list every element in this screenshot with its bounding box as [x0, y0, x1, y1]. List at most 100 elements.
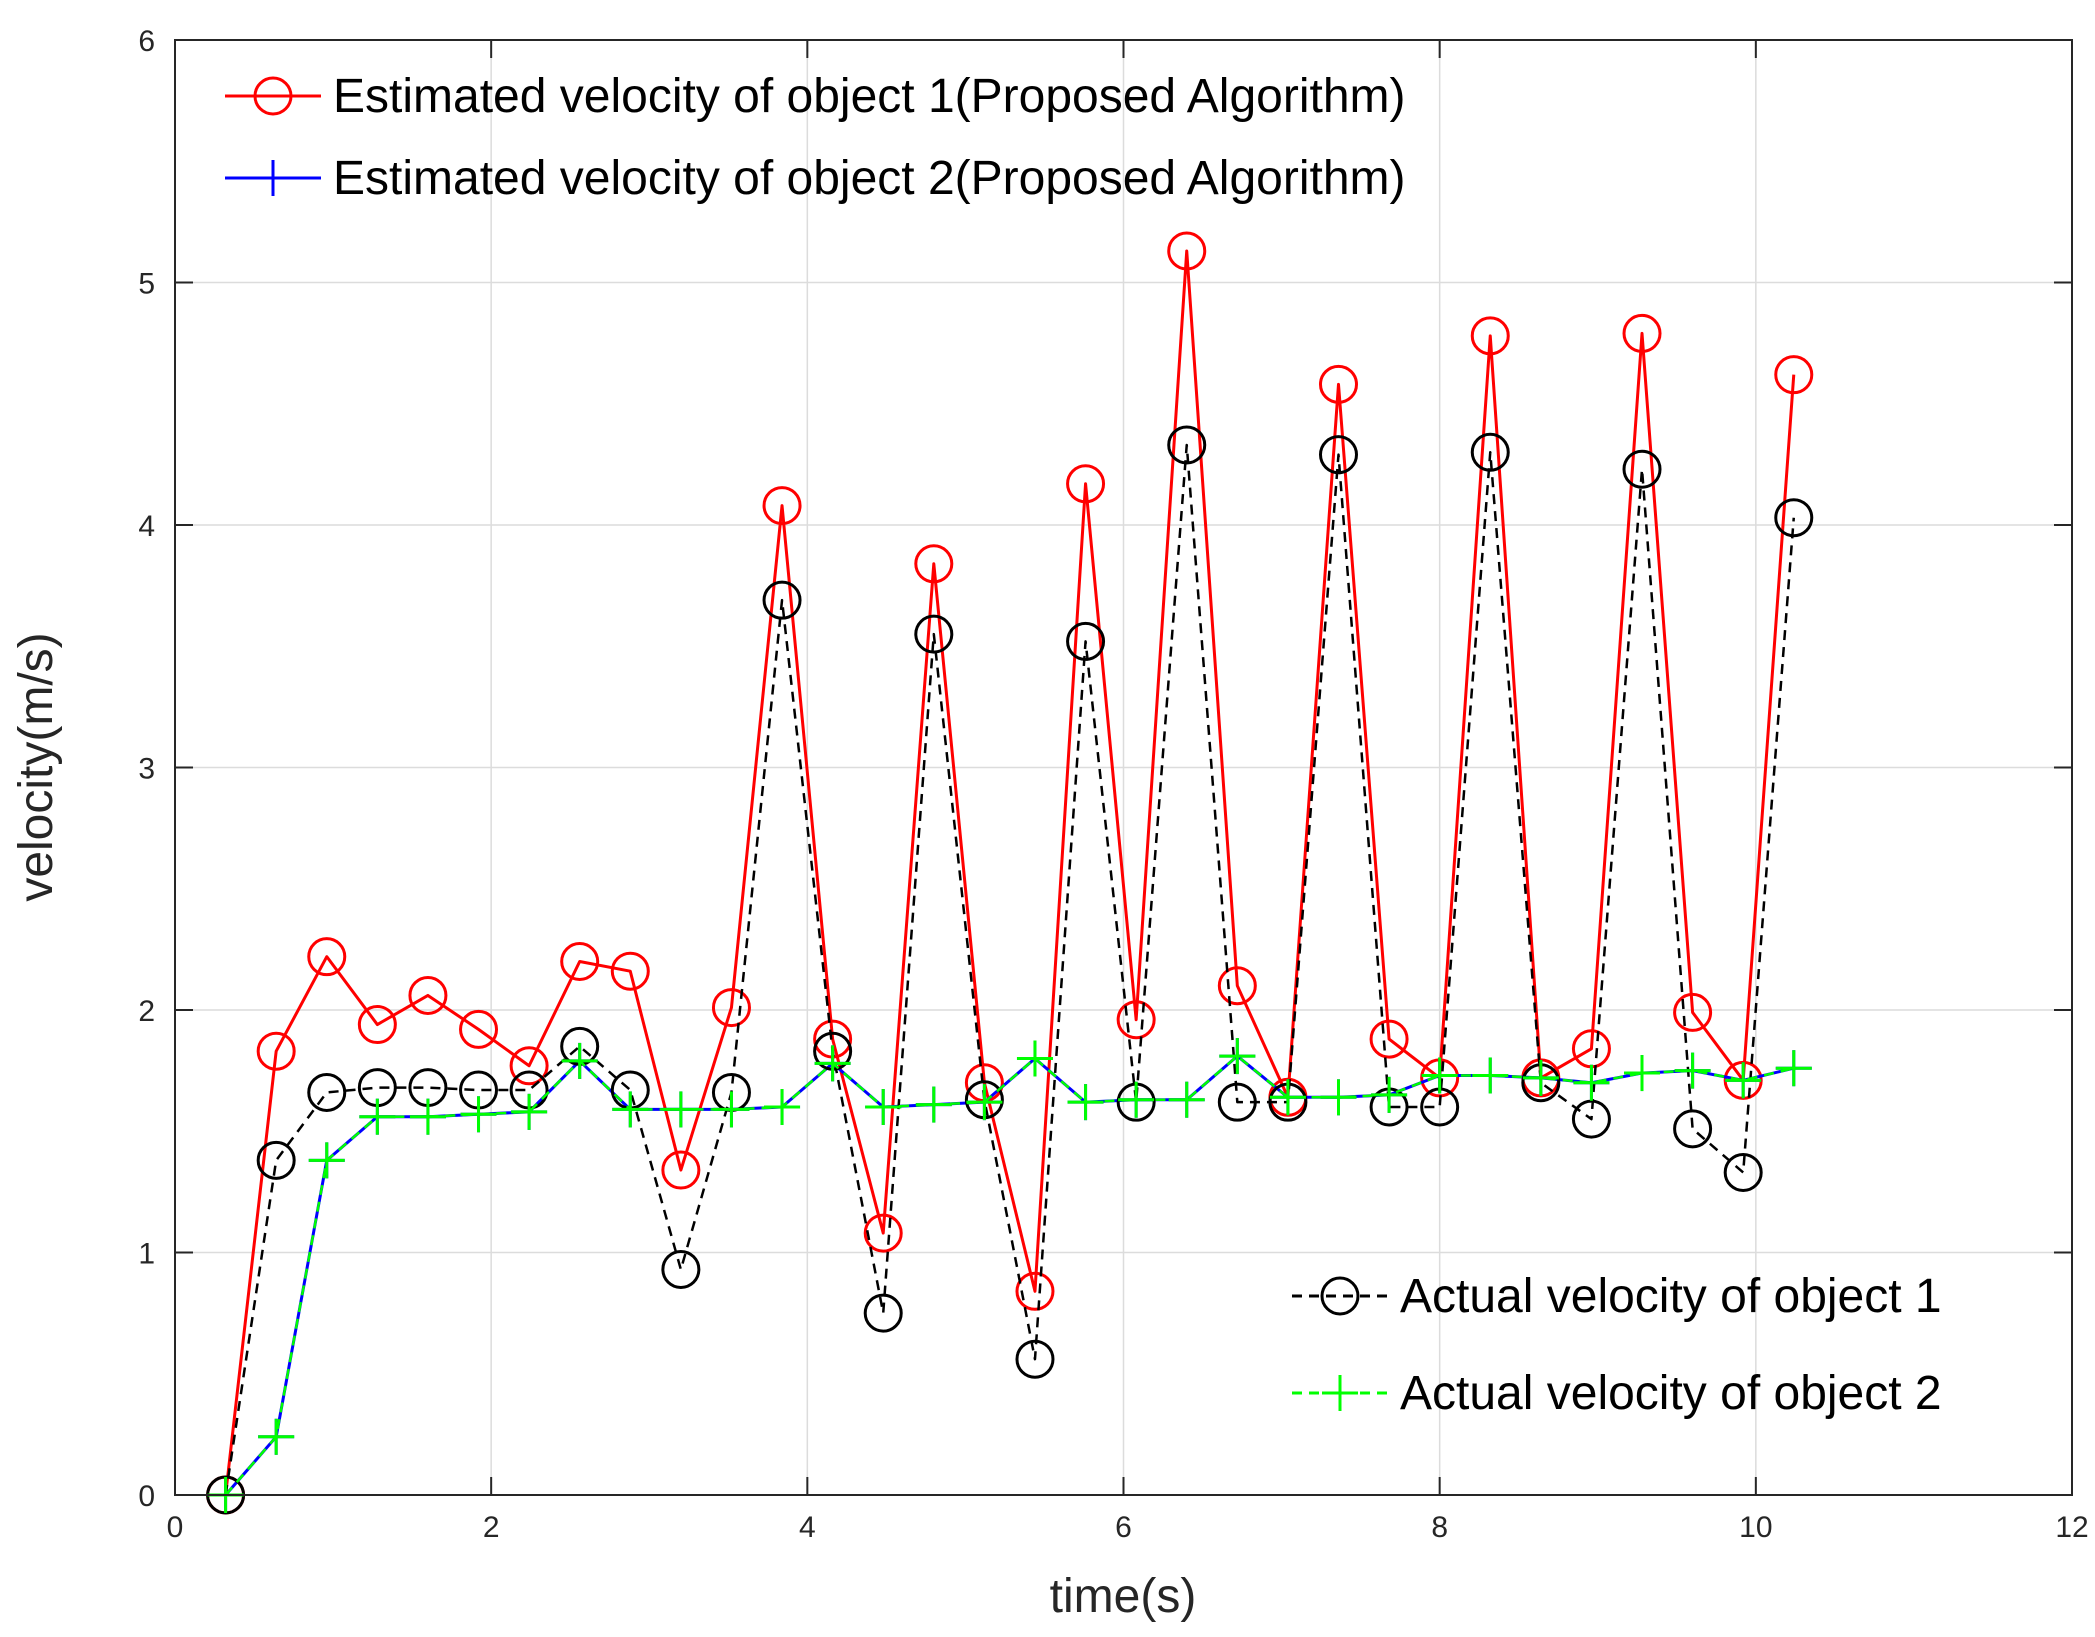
y-axis-title: velocity(m/s): [10, 632, 63, 901]
x-tick-label: 0: [167, 1511, 184, 1544]
series-4-point: [865, 1089, 902, 1125]
series-4-point: [1067, 1084, 1104, 1121]
series-1-point: [914, 544, 954, 584]
series-1-point: [610, 951, 650, 991]
legend-label: Estimated velocity of object 1(Proposed …: [333, 70, 1406, 123]
series-3-point: [1066, 621, 1106, 661]
series-1-point: [711, 988, 751, 1028]
series-4-point: [460, 1096, 497, 1133]
series-1-point: [560, 942, 600, 981]
series-4-point: [713, 1091, 750, 1128]
series-4-point: [612, 1091, 649, 1128]
series-4-point: [1219, 1038, 1256, 1075]
x-tick-label: 6: [1115, 1511, 1132, 1544]
series-4-point: [1775, 1050, 1812, 1087]
series-4-point: [1168, 1081, 1205, 1118]
series-1-point: [357, 1005, 397, 1045]
x-tick-label: 2: [483, 1511, 500, 1544]
series-4-point: [561, 1042, 598, 1079]
series-1-point: [1622, 313, 1662, 353]
series-3-point: [914, 614, 954, 654]
legend-entry-1: Estimated velocity of object 1(Proposed …: [225, 70, 1406, 123]
series-1-point: [1470, 316, 1510, 356]
series-1-point: [1066, 464, 1106, 504]
series-1-point: [1015, 1271, 1055, 1311]
x-tick-label: 10: [1739, 1511, 1772, 1544]
x-tick-label: 8: [1431, 1511, 1448, 1544]
series-1-point: [1167, 231, 1207, 271]
series-4-point: [1674, 1052, 1711, 1089]
series-4-point: [511, 1093, 548, 1130]
x-tick-label: 4: [799, 1511, 816, 1544]
y-tick-label: 2: [138, 995, 155, 1028]
series-3-point: [1318, 435, 1358, 475]
series-3-point: [1470, 432, 1510, 472]
series-1-point: [256, 1031, 296, 1071]
series-4-point: [966, 1084, 1003, 1121]
series-1-point: [459, 1009, 499, 1049]
series-4-point: [1016, 1040, 1053, 1077]
series-3-point: [863, 1293, 903, 1333]
series-1-point: [1369, 1019, 1409, 1059]
series-3-point: [307, 1072, 347, 1112]
series-3-line: [224, 443, 1796, 1496]
series-1-point: [661, 1150, 701, 1190]
series-3-point: [1774, 498, 1814, 538]
legend-top-left: Estimated velocity of object 1(Proposed …: [225, 70, 1406, 205]
legend-label: Estimated velocity of object 2(Proposed …: [333, 152, 1406, 205]
series-4-point: [1421, 1057, 1458, 1094]
series-4-point: [1472, 1057, 1509, 1094]
series-1-point: [408, 975, 448, 1015]
series-4-point: [915, 1086, 952, 1123]
series-1-point: [1217, 966, 1257, 1006]
legend-entry-3: Actual velocity of object 1: [1292, 1270, 1942, 1323]
series-3-point: [1622, 449, 1662, 489]
series-4-point: [409, 1098, 446, 1135]
series-4-point: [1573, 1064, 1610, 1101]
series-3-point: [1571, 1099, 1611, 1139]
series-4-point: [662, 1091, 699, 1128]
series-4-point: [308, 1142, 345, 1179]
series-4-point: [1522, 1059, 1559, 1096]
x-axis-title: time(s): [1050, 1570, 1197, 1623]
series-1-line: [224, 249, 1796, 1496]
series-4-point: [1269, 1079, 1306, 1116]
series-4-point: [814, 1045, 851, 1082]
y-tick-label: 3: [138, 753, 155, 786]
legend-entry-4: Actual velocity of object 2: [1292, 1367, 1942, 1420]
series-3-point: [1015, 1339, 1055, 1379]
legend-bottom-right: Actual velocity of object 1 Actual veloci…: [1292, 1270, 1942, 1420]
series-1-point: [509, 1046, 549, 1086]
y-tick-label: 6: [138, 25, 155, 58]
series-1-point: [1116, 1000, 1156, 1040]
series-3-point: [1217, 1082, 1257, 1122]
series-1-point: [307, 937, 347, 977]
series-1-point: [1318, 364, 1358, 404]
series-4-point: [1725, 1062, 1762, 1099]
series-1-point: [1673, 992, 1713, 1032]
y-tick-label: 4: [138, 510, 155, 543]
series-4-point: [1624, 1055, 1661, 1092]
legend-label: Actual velocity of object 1: [1400, 1270, 1942, 1323]
series-3-point: [1673, 1109, 1713, 1149]
legend-swatch-marker: [1322, 1375, 1358, 1411]
legend-swatch-marker: [253, 76, 293, 116]
y-tick-label: 0: [138, 1480, 155, 1513]
series-4-point: [1118, 1081, 1155, 1118]
legend-label: Actual velocity of object 2: [1400, 1367, 1942, 1420]
series-1-point: [863, 1213, 903, 1253]
series-3-point: [256, 1140, 296, 1180]
series-1-point: [1774, 355, 1814, 395]
legend-swatch-marker: [255, 160, 291, 196]
y-tick-label: 1: [138, 1238, 155, 1271]
series-4-point: [1371, 1076, 1408, 1113]
series-4-point: [764, 1089, 801, 1125]
y-tick-label: 5: [138, 268, 155, 301]
series-3-point: [1167, 425, 1207, 465]
series-3-point: [762, 580, 802, 620]
series-4-point: [359, 1098, 396, 1135]
legend-entry-2: Estimated velocity of object 2(Proposed …: [225, 152, 1406, 205]
series-1-point: [762, 486, 802, 526]
